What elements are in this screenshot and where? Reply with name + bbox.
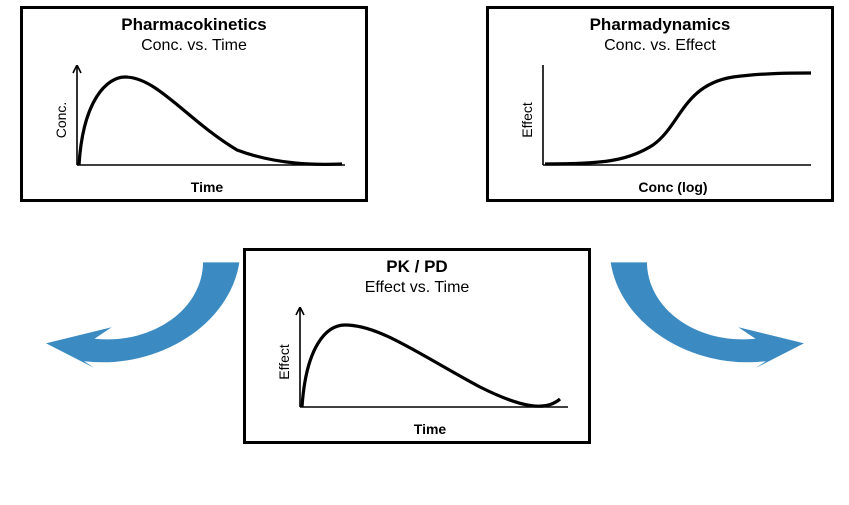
- panel-pk-ylabel: Conc.: [53, 102, 69, 139]
- panel-pk-title: Pharmacokinetics: [23, 15, 365, 35]
- panel-pkpd-title: PK / PD: [246, 257, 588, 277]
- panel-pk: Pharmacokinetics Conc. vs. Time Conc. Ti…: [20, 6, 368, 202]
- panel-pd-title: Pharmadynamics: [489, 15, 831, 35]
- panel-pd-chart: Effect Conc (log): [533, 65, 813, 175]
- panel-pd-subtitle: Conc. vs. Effect: [489, 37, 831, 55]
- panel-pd-ylabel: Effect: [519, 102, 535, 138]
- panel-pk-chart: Conc. Time: [67, 65, 347, 175]
- arrow-left: [20, 205, 250, 375]
- panel-pkpd-ylabel: Effect: [276, 344, 292, 380]
- panel-pd-xlabel: Conc (log): [638, 179, 707, 195]
- panel-pkpd-xlabel: Time: [414, 421, 446, 437]
- panel-pd: Pharmadynamics Conc. vs. Effect Effect C…: [486, 6, 834, 202]
- panel-pkpd-subtitle: Effect vs. Time: [246, 279, 588, 297]
- arrow-right: [600, 205, 830, 375]
- panel-pk-xlabel: Time: [191, 179, 223, 195]
- panel-pk-subtitle: Conc. vs. Time: [23, 37, 365, 55]
- panel-pkpd: PK / PD Effect vs. Time Effect Time: [243, 248, 591, 444]
- panel-pkpd-chart: Effect Time: [290, 307, 570, 417]
- diagram-stage: Pharmacokinetics Conc. vs. Time Conc. Ti…: [0, 0, 849, 505]
